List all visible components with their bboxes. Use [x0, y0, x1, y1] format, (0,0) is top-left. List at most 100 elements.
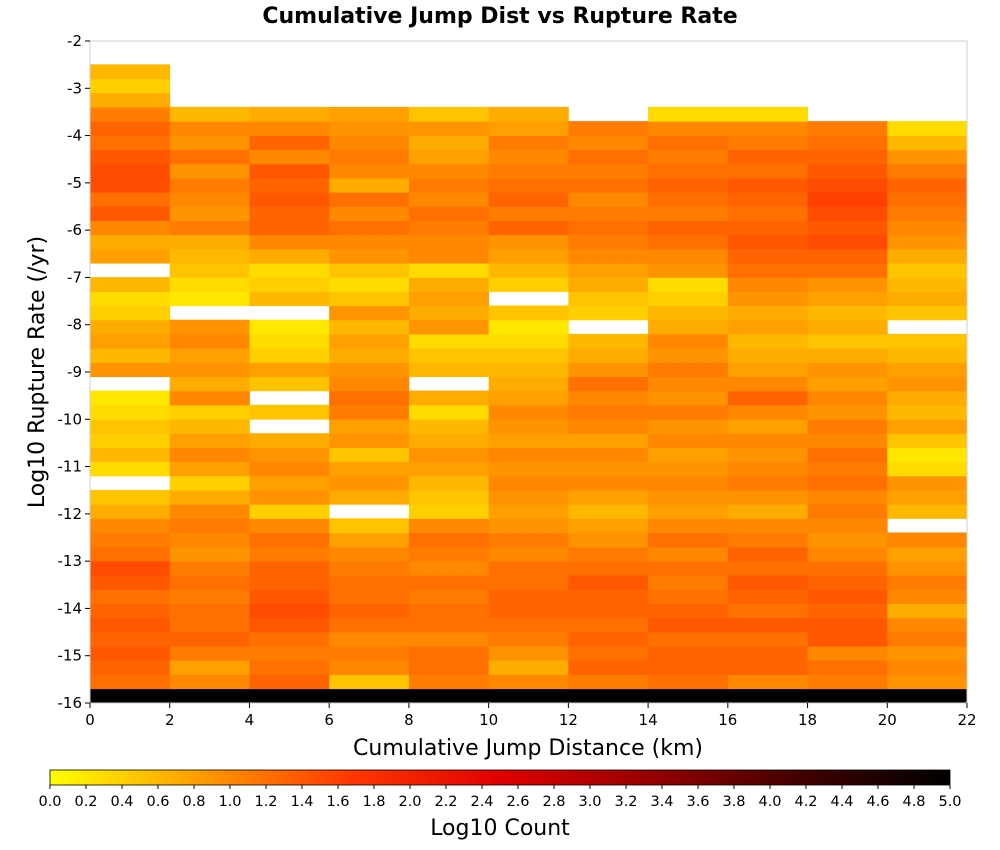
heatmap-cell	[727, 688, 808, 704]
heatmap-cell	[807, 575, 888, 590]
heatmap-cell	[887, 262, 968, 278]
heatmap-cell	[887, 121, 968, 136]
heatmap-cell	[568, 163, 649, 179]
heatmap-cell	[887, 589, 968, 604]
heatmap-cell	[807, 262, 888, 278]
heatmap-cell	[90, 631, 171, 647]
heatmap-cell	[249, 660, 330, 675]
heatmap-cell	[169, 461, 250, 477]
heatmap-cell	[90, 418, 171, 434]
heatmap-cell	[807, 504, 888, 519]
heatmap-cell	[488, 418, 569, 434]
heatmap-cell	[249, 475, 330, 491]
colorbar-tick-label: 1.6	[326, 794, 349, 810]
heatmap-cell	[249, 348, 330, 363]
heatmap-cell	[488, 333, 569, 349]
heatmap-cell	[568, 617, 649, 633]
heatmap-cell	[90, 504, 171, 519]
heatmap-cell	[90, 390, 171, 406]
x-tick-label: 2	[165, 711, 175, 729]
heatmap-cell	[807, 518, 888, 534]
heatmap-cell	[169, 660, 250, 675]
heatmap-cell	[249, 532, 330, 548]
heatmap-cell	[648, 518, 729, 534]
heatmap-cell	[727, 418, 808, 434]
heatmap-cell	[807, 135, 888, 151]
heatmap-cell	[648, 461, 729, 477]
colorbar-tick-label: 3.0	[578, 794, 601, 810]
heatmap-cell	[488, 603, 569, 619]
heatmap-cell	[249, 688, 330, 704]
heatmap-cell	[887, 560, 968, 576]
x-axis-label: Cumulative Jump Distance (km)	[353, 736, 703, 761]
heatmap-cell	[727, 348, 808, 363]
heatmap-cell	[408, 404, 490, 420]
heatmap-cell	[727, 575, 808, 590]
heatmap-cell	[648, 121, 729, 136]
heatmap-cell	[249, 504, 330, 519]
heatmap-cell	[648, 376, 729, 392]
heatmap-cell	[648, 645, 729, 661]
heatmap-cell	[90, 277, 171, 292]
heatmap-cell	[568, 376, 649, 392]
heatmap-cell	[408, 447, 490, 463]
heatmap-cell	[408, 461, 490, 477]
heatmap-cell	[408, 163, 490, 179]
heatmap-cell	[488, 660, 569, 675]
heatmap-cell	[648, 404, 729, 420]
heatmap-cell	[169, 603, 250, 619]
heatmap-cell	[408, 348, 490, 363]
heatmap-cell	[648, 631, 729, 647]
heatmap-cell	[807, 192, 888, 207]
heatmap-cell	[488, 121, 569, 136]
y-tick-label: -6	[67, 221, 82, 239]
heatmap-cell	[169, 106, 250, 122]
heatmap-cell	[169, 149, 250, 165]
heatmap-cell	[807, 291, 888, 307]
heatmap-cell	[169, 475, 250, 491]
colorbar	[49, 769, 951, 786]
heatmap-cell	[249, 575, 330, 590]
heatmap-cell	[408, 248, 490, 264]
heatmap-cell	[648, 319, 729, 335]
heatmap-cell	[727, 163, 808, 179]
heatmap-cell	[169, 220, 250, 236]
heatmap-cell	[329, 348, 410, 363]
heatmap-cell	[727, 248, 808, 264]
heatmap-cell	[329, 163, 410, 179]
heatmap-cell	[90, 603, 171, 619]
heatmap-cell	[90, 92, 171, 108]
heatmap-cell	[568, 447, 649, 463]
y-tick-label: -16	[58, 694, 83, 712]
heatmap-cell	[648, 220, 729, 236]
heatmap-cell	[90, 546, 171, 562]
heatmap-cell	[169, 262, 250, 278]
heatmap-cell	[727, 333, 808, 349]
heatmap-cell	[249, 617, 330, 633]
heatmap-cell	[488, 404, 569, 420]
heatmap-cell	[568, 475, 649, 491]
heatmap-cell	[807, 447, 888, 463]
heatmap-cell	[887, 603, 968, 619]
heatmap-cell	[329, 291, 410, 307]
heatmap-cell	[568, 135, 649, 151]
heatmap-cell	[568, 489, 649, 505]
heatmap-cell	[648, 674, 729, 690]
heatmap-cell	[648, 262, 729, 278]
heatmap-cell	[807, 220, 888, 236]
heatmap-cell	[807, 206, 888, 221]
heatmap-cell	[408, 333, 490, 349]
y-tick-label: -9	[67, 363, 82, 381]
heatmap-cell	[648, 277, 729, 292]
heatmap-cell	[727, 277, 808, 292]
colorbar-tick-label: 1.8	[362, 794, 385, 810]
heatmap-cell	[568, 348, 649, 363]
heatmap-cell	[169, 291, 250, 307]
heatmap-cell	[807, 333, 888, 349]
heatmap-cell	[169, 433, 250, 448]
heatmap-cell	[90, 518, 171, 534]
heatmap-cell	[887, 532, 968, 548]
x-tick-label: 10	[479, 711, 498, 729]
heatmap-cell	[887, 489, 968, 505]
